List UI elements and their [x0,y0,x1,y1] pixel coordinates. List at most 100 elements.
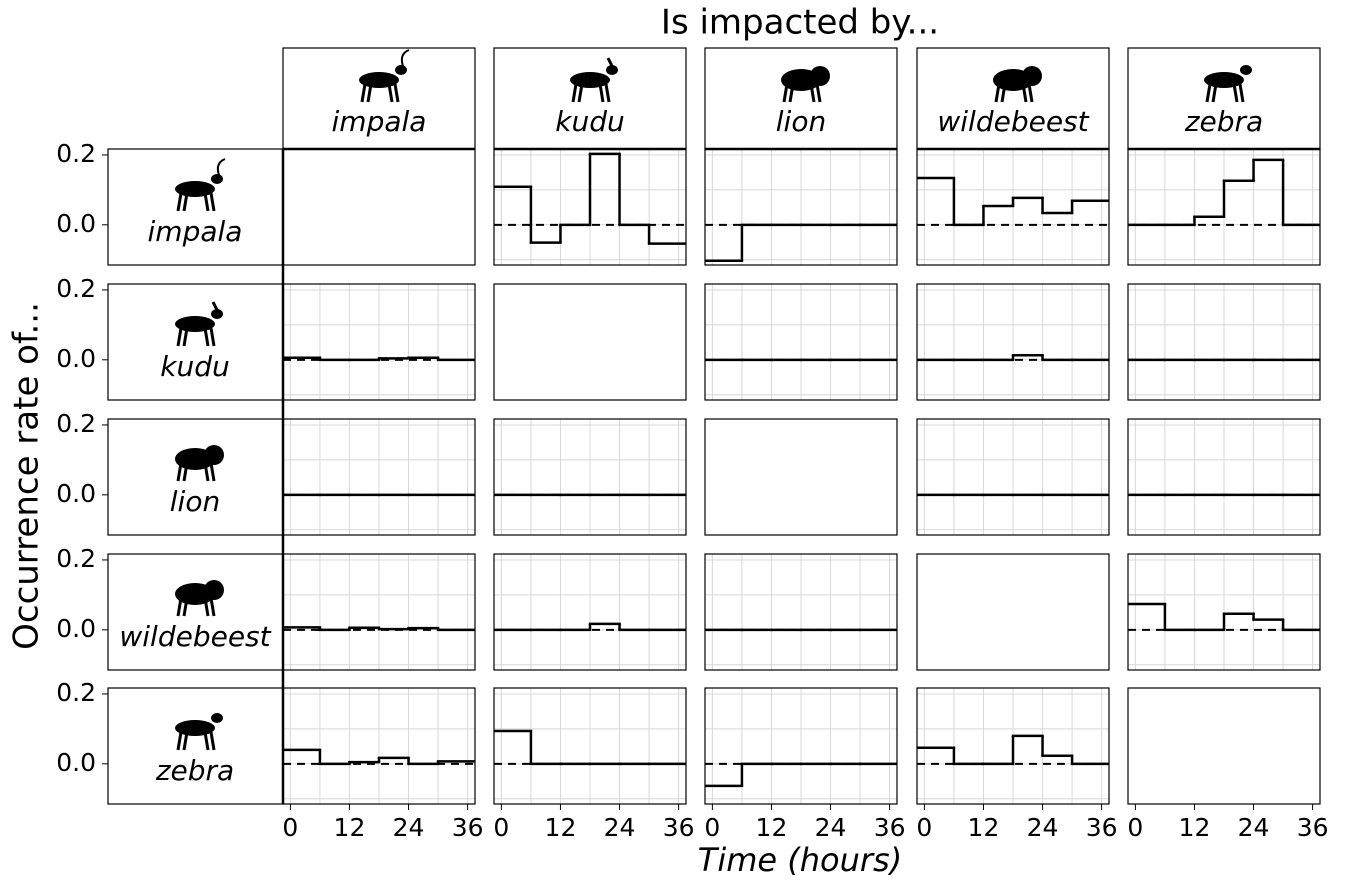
panel-frame [704,553,898,671]
panel-frame [1127,283,1321,401]
icon-leg [209,597,216,617]
panel-frame [704,283,898,401]
x-tick-label: 24 [815,813,847,842]
icon-leg [788,83,795,103]
icon-leg [209,462,216,482]
figure-title: Is impacted by... [661,3,939,43]
panel-frame [704,687,898,805]
x-tick-label: 12 [968,813,1000,842]
column-header-label: zebra [1184,105,1263,138]
y-tick-label: 0.2 [56,544,96,573]
icon-leg [815,83,822,103]
x-tick-label: 36 [663,813,695,842]
panel-frame [493,283,687,401]
row-header-label: wildebeest [119,620,271,653]
panel-frame [1127,687,1321,805]
x-tick-label: 12 [1179,813,1211,842]
row-header-label: zebra [155,754,234,787]
icon-leg [571,83,578,103]
panel-frame [704,418,898,536]
icon-leg [782,83,789,103]
icon-horn [400,49,410,67]
icon-leg [182,731,189,751]
icon-leg [209,192,216,212]
x-tick-label: 0 [704,813,720,842]
icon-leg [1021,83,1028,103]
icon-leg [203,597,210,617]
panel-frame [916,687,1110,805]
x-axis-label: Time (hours) [698,841,902,879]
panel-frame [916,283,1110,401]
icon-leg [360,83,367,103]
icon-leg [176,731,183,751]
icon-leg [393,83,400,103]
x-tick-label: 12 [334,813,366,842]
x-tick-label: 24 [1238,813,1270,842]
x-tick-label: 24 [1027,813,1059,842]
animal-icon [359,49,410,103]
y-tick-label: 0.0 [56,479,96,508]
y-tick-label: 0.0 [56,614,96,643]
icon-leg [203,462,210,482]
x-tick-label: 0 [282,813,298,842]
icon-leg [604,83,611,103]
x-tick-label: 24 [393,813,425,842]
animal-icon [175,158,226,212]
icon-leg [387,83,394,103]
icon-leg [176,327,183,347]
animal-icon [175,580,224,617]
icon-head [810,66,830,86]
icon-head [1240,65,1252,75]
icon-leg [182,597,189,617]
animal-icon [570,57,618,103]
x-tick-label: 36 [874,813,906,842]
column-header-label: wildebeest [937,105,1089,138]
icon-head [204,580,224,600]
icon-leg [1000,83,1007,103]
icon-leg [1232,83,1239,103]
icon-head [395,65,407,75]
panel-frame [1127,418,1321,536]
icon-leg [366,83,373,103]
row-header-label: kudu [160,350,229,383]
animal-icon [781,66,830,103]
y-tick-label: 0.0 [56,209,96,238]
icon-horn [216,158,226,176]
panel-frame [493,418,687,536]
icon-leg [203,327,210,347]
x-tick-label: 36 [1086,813,1118,842]
icon-head [211,174,223,184]
icon-leg [577,83,584,103]
icon-leg [209,327,216,347]
y-tick-label: 0.2 [56,409,96,438]
panel-frame [493,687,687,805]
icon-leg [994,83,1001,103]
icon-leg [1205,83,1212,103]
icon-leg [598,83,605,103]
icon-leg [176,597,183,617]
icon-leg [176,462,183,482]
icon-leg [809,83,816,103]
icon-ear [211,301,219,311]
icon-leg [182,192,189,212]
icon-leg [176,192,183,212]
icon-head [1022,66,1042,86]
icon-leg [203,192,210,212]
icon-leg [1211,83,1218,103]
panel-frame [916,418,1110,536]
panel-frame [282,148,476,266]
row-header-label: impala [148,215,243,248]
icon-head [211,713,223,723]
icon-leg [209,731,216,751]
icon-leg [203,731,210,751]
icon-leg [182,327,189,347]
x-tick-label: 0 [493,813,509,842]
animal-icon [175,445,224,482]
icon-head [204,445,224,465]
panel-frame [916,553,1110,671]
panel-frame [493,553,687,671]
panel-frame [1127,553,1321,671]
column-header-label: lion [776,105,826,138]
x-tick-label: 12 [756,813,788,842]
